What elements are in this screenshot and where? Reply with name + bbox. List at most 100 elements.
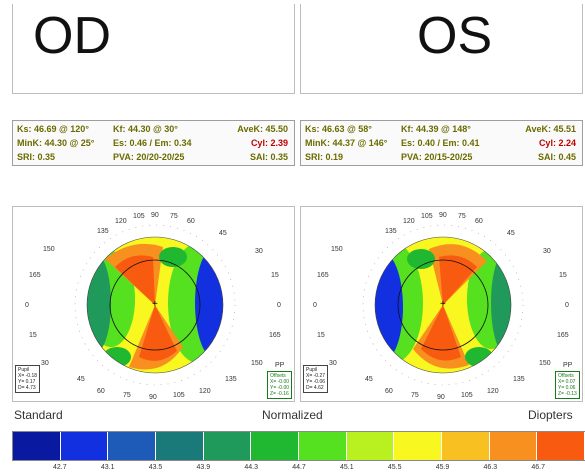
os-pupil-d: D= 4.62 [306, 385, 324, 391]
od-offsets-title: Offsets [270, 373, 286, 379]
os-kbox-row3: SRI: 0.19 PVA: 20/15-20/25 [305, 152, 472, 162]
scale-swatch [60, 432, 109, 460]
scale-label: 43.1 [100, 464, 115, 471]
od-pupil-y: Y= 0.17 [18, 379, 36, 385]
os-color-map [375, 237, 511, 373]
scale-label: 43.9 [196, 464, 211, 471]
os-pupil-x: X= -0.27 [306, 373, 326, 379]
od-tick-right-165: 165 [269, 332, 281, 339]
od-tick-top-45: 45 [219, 230, 227, 237]
caption-diopters[interactable]: Diopters [528, 408, 573, 422]
od-tick-bottom-60: 60 [97, 388, 105, 395]
od-tick-top-75: 75 [170, 213, 178, 220]
os-tick-top-135: 135 [385, 228, 397, 235]
os-title-panel: OS [300, 4, 583, 94]
od-map-outline [86, 236, 224, 374]
os-tick-top-120: 120 [403, 218, 415, 225]
od-offsets-y: Y= -0.00 [270, 385, 290, 391]
od-cyl-value: 2.39 [270, 138, 288, 148]
os-tick-left-0: 0 [313, 302, 317, 309]
os-cyl-label: Cyl: [538, 138, 556, 148]
od-tick-top-135: 135 [97, 228, 109, 235]
os-offsets-y: Y= 0.06 [558, 385, 576, 391]
od-pva: PVA: 20/20-20/25 [113, 152, 185, 162]
od-sai: SAI: 0.35 [249, 152, 288, 162]
od-pupil-title: Pupil [18, 367, 30, 373]
od-tick-right-0: 0 [277, 302, 281, 309]
scale-swatch [442, 432, 490, 460]
caption-standard[interactable]: Standard [14, 408, 63, 422]
os-topography-map[interactable]: + 135 120 105 90 75 60 45 150 165 0 15 3… [300, 206, 583, 402]
os-tick-bottom-120: 120 [487, 388, 499, 395]
od-pupil-d: D= 4.73 [18, 385, 36, 391]
os-tick-bottom-75: 75 [411, 392, 419, 399]
od-cyl: Cyl: 2.39 [251, 138, 288, 148]
od-mink: MinK: 44.30 @ 25° [17, 138, 95, 148]
scale-swatch [299, 432, 347, 460]
od-tick-right-30: 30 [255, 248, 263, 255]
os-kbox-row2: MinK: 44.37 @ 146° Es: 0.40 / Em: 0.41 [305, 138, 480, 148]
od-ks: Ks: 46.69 @ 120° [17, 124, 89, 134]
os-tick-right-165: 165 [557, 332, 569, 339]
os-sai: SAI: 0.45 [537, 152, 576, 162]
os-tick-top-90: 90 [439, 212, 447, 219]
od-kbox-row3: SRI: 0.35 PVA: 20/20-20/25 [17, 152, 184, 162]
od-center-mark: + [152, 299, 158, 310]
os-pva: PVA: 20/15-20/25 [401, 152, 473, 162]
os-offsets-box: Offsets X= 0.07 Y= 0.06 Z= -0.13 [555, 371, 580, 399]
os-kf: Kf: 44.39 @ 148° [401, 124, 471, 134]
od-tick-left-150: 150 [43, 246, 55, 253]
os-tick-left-30: 30 [329, 360, 337, 367]
scale-swatch [537, 432, 585, 460]
os-es-em: Es: 0.40 / Em: 0.41 [401, 138, 480, 148]
os-pupil-title: Pupil [306, 367, 318, 373]
od-sri: SRI: 0.35 [17, 152, 56, 162]
scale-label: 44.3 [244, 464, 258, 471]
od-keratometry-box: Ks: 46.69 @ 120° Kf: 44.30 @ 30° AveK: 4… [12, 120, 295, 166]
od-tick-left-30: 30 [41, 360, 49, 367]
od-tick-top-120: 120 [115, 218, 127, 225]
od-tick-bottom-75: 75 [123, 392, 131, 399]
os-pupil-box: Pupil X= -0.27 Y= -0.06 D= 4.62 [303, 365, 329, 393]
os-degree-ring [362, 224, 524, 386]
os-ks: Ks: 46.63 @ 58° [305, 124, 372, 134]
od-tick-bottom-90: 90 [149, 394, 157, 401]
od-degree-ring [74, 224, 236, 386]
od-cyl-label: Cyl: [250, 138, 268, 148]
od-tick-bottom-120: 120 [199, 388, 211, 395]
os-tick-left-15: 15 [317, 332, 325, 339]
os-tick-left-165: 165 [317, 272, 329, 279]
od-avek: AveK: 45.50 [237, 124, 288, 134]
os-map-svg: + 135 120 105 90 75 60 45 150 165 0 15 3… [313, 212, 573, 401]
os-tick-top-45: 45 [507, 230, 515, 237]
os-tick-left-150: 150 [331, 246, 343, 253]
os-sri: SRI: 0.19 [305, 152, 344, 162]
os-tick-right-30: 30 [543, 248, 551, 255]
os-offsets-x: X= 0.07 [558, 379, 576, 385]
os-tick-bottom-60: 60 [385, 388, 393, 395]
scale-label: 45.9 [435, 464, 450, 471]
od-topography-map[interactable]: + 135 120 105 90 75 60 45 150 165 0 15 3… [12, 206, 295, 402]
od-zone-circle [109, 259, 201, 351]
od-es-em: Es: 0.46 / Em: 0.34 [113, 138, 192, 148]
scale-label: 45.1 [340, 464, 354, 471]
caption-normalized[interactable]: Normalized [262, 408, 323, 422]
od-tick-top-105: 105 [133, 213, 145, 220]
os-zone-circle [397, 259, 489, 351]
scale-label: 46.7 [531, 464, 545, 471]
os-offsets-z: Z= -0.13 [558, 391, 577, 397]
os-cyl: Cyl: 2.24 [539, 138, 576, 148]
os-title: OS [417, 7, 493, 65]
os-center-mark: + [440, 299, 446, 310]
od-pupil-box: Pupil X= -0.18 Y= 0.17 D= 4.73 [15, 365, 41, 393]
od-offsets-box: Offsets X= -0.00 Y= -0.00 Z= -0.16 [267, 371, 293, 399]
os-offsets-title: Offsets [558, 373, 574, 379]
od-tick-top-60: 60 [187, 218, 195, 225]
os-tick-top-75: 75 [458, 213, 466, 220]
diopter-color-scale [12, 431, 585, 461]
scale-label: 45.5 [387, 464, 402, 471]
os-tick-right-0: 0 [565, 302, 569, 309]
od-tick-bottom-105: 105 [173, 392, 185, 399]
os-keratometry-box: Ks: 46.63 @ 58° Kf: 44.39 @ 148° AveK: 4… [300, 120, 583, 166]
os-pupil-y: Y= -0.06 [306, 379, 326, 385]
